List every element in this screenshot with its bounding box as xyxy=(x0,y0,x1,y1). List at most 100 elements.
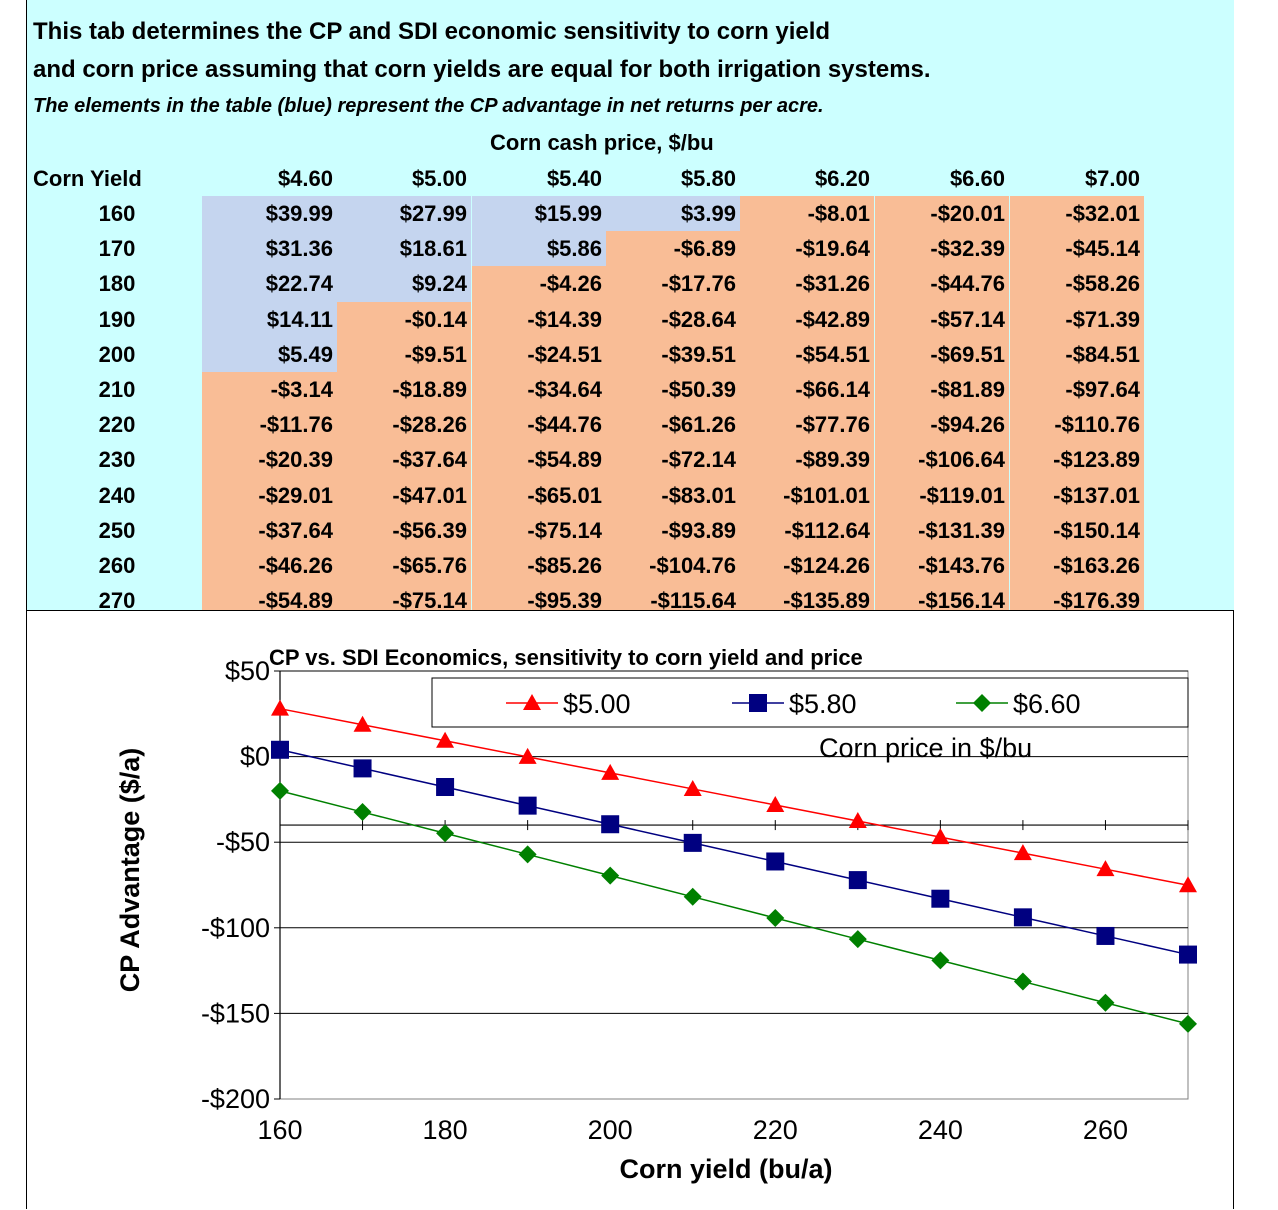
table-cell: -$46.26 xyxy=(202,548,337,584)
price-column-header: $5.40 xyxy=(546,166,602,191)
data-point xyxy=(353,759,372,778)
legend-title: Corn price in $/bu xyxy=(819,733,1032,763)
frame-left-border xyxy=(26,0,27,1209)
table-cell: -$112.64 xyxy=(740,512,874,549)
table-cell: -$75.14 xyxy=(472,512,606,549)
data-point xyxy=(601,866,620,885)
legend-label: $6.60 xyxy=(1013,689,1081,719)
table-cell: $27.99 xyxy=(337,196,471,232)
table-cell: -$69.51 xyxy=(875,336,1009,373)
table-cell: -$28.26 xyxy=(337,407,471,444)
data-point xyxy=(683,887,702,906)
table-cell: -$0.14 xyxy=(337,301,471,338)
table-cell: -$104.76 xyxy=(606,548,740,584)
data-point xyxy=(271,699,289,716)
table-cell: -$32.39 xyxy=(875,231,1009,268)
table-cell: -$83.01 xyxy=(606,477,740,514)
table-cell: -$9.51 xyxy=(337,336,471,373)
data-point xyxy=(601,815,620,834)
table-cell: -$29.01 xyxy=(202,477,337,514)
table-cell: -$54.51 xyxy=(740,336,874,373)
y-tick-label: -$200 xyxy=(201,1084,270,1114)
table-cell: -$66.14 xyxy=(740,372,874,408)
data-point xyxy=(436,824,455,843)
table-cell: -$6.89 xyxy=(606,231,740,268)
yield-row-label: 220 xyxy=(98,412,136,438)
price-column-header: $4.60 xyxy=(277,166,333,191)
x-tick-label: 180 xyxy=(423,1115,468,1145)
table-cell: $22.74 xyxy=(202,266,337,303)
table-cell: -$81.89 xyxy=(875,372,1009,408)
data-point xyxy=(848,930,867,949)
table-cell: -$163.26 xyxy=(1010,548,1144,584)
table-cell: -$11.76 xyxy=(202,407,337,444)
table-cell: -$18.89 xyxy=(337,372,471,408)
table-cell: -$34.64 xyxy=(472,372,606,408)
table-cell: -$37.64 xyxy=(202,512,337,549)
table-cell: $9.24 xyxy=(337,266,471,303)
table-cell: -$56.39 xyxy=(337,512,471,549)
table-cell: -$3.14 xyxy=(202,372,337,408)
data-point xyxy=(1179,1014,1197,1033)
legend-label: $5.00 xyxy=(563,689,631,719)
table-cell: -$85.26 xyxy=(472,548,606,584)
price-column-header: $7.00 xyxy=(1084,166,1140,191)
series-line xyxy=(279,707,1189,886)
chart-area: $50 $0 -$50 -$100 -$150 -$200 160 180 200 220 240 2… xyxy=(27,610,1234,1209)
data-point xyxy=(436,778,455,797)
data-point xyxy=(601,763,620,780)
table-cell: -$137.01 xyxy=(1010,477,1144,514)
y-tick-label: $50 xyxy=(225,656,270,686)
table-cell: -$150.14 xyxy=(1010,512,1144,549)
sensitivity-table: Corn Yield $4.60 $5.00 $5.40 $5.80 $6.20 $6.60… xyxy=(33,166,1144,620)
price-column-header: $5.00 xyxy=(411,166,467,191)
table-cell: -$124.26 xyxy=(740,548,874,584)
table-cell: -$65.01 xyxy=(472,477,606,514)
yield-row-label: 230 xyxy=(98,447,136,473)
table-cell: -$47.01 xyxy=(337,477,471,514)
yield-header: Corn Yield xyxy=(33,166,142,191)
data-point xyxy=(353,803,372,822)
table-cell: $3.99 xyxy=(606,196,740,232)
table-cell: -$101.01 xyxy=(740,477,874,514)
data-point xyxy=(1013,844,1032,861)
data-point xyxy=(931,889,950,908)
table-cell: -$8.01 xyxy=(740,196,874,232)
data-point xyxy=(931,828,950,845)
data-point xyxy=(518,747,537,764)
table-cell: -$42.89 xyxy=(740,301,874,338)
data-point xyxy=(1013,908,1032,927)
data-point xyxy=(683,833,702,852)
table-cell: -$131.39 xyxy=(875,512,1009,549)
x-tick-label: 200 xyxy=(588,1115,633,1145)
data-point xyxy=(848,812,867,829)
table-cell: $31.36 xyxy=(202,231,337,268)
table-cell: -$17.76 xyxy=(606,266,740,303)
table-cell: -$19.64 xyxy=(740,231,874,268)
data-point xyxy=(848,871,867,890)
series-line xyxy=(279,749,1189,956)
data-point xyxy=(1013,972,1032,991)
data-point xyxy=(1096,926,1115,945)
price-column-header: $6.60 xyxy=(949,166,1005,191)
table-cell: $5.49 xyxy=(202,336,337,373)
price-header: Corn cash price, $/bu xyxy=(490,130,714,155)
data-point xyxy=(931,951,950,970)
table-cell: -$20.39 xyxy=(202,442,337,479)
y-tick-label: $0 xyxy=(240,742,270,772)
legend-label: $5.80 xyxy=(789,689,857,719)
data-point xyxy=(766,852,785,871)
data-point xyxy=(271,740,289,759)
table-cell: -$71.39 xyxy=(1010,301,1144,338)
table-cell: -$24.51 xyxy=(472,336,606,373)
table-cell: -$106.64 xyxy=(875,442,1009,479)
x-tick-label: 220 xyxy=(753,1115,798,1145)
data-point xyxy=(766,795,785,812)
x-tick-label: 240 xyxy=(918,1115,963,1145)
plot-area xyxy=(279,670,1189,1100)
price-column-header: $5.80 xyxy=(680,166,736,191)
table-cell: -$4.26 xyxy=(472,266,606,303)
table-cell: -$93.89 xyxy=(606,512,740,549)
table-cell: -$119.01 xyxy=(875,477,1009,514)
table-cell: $15.99 xyxy=(472,196,606,232)
